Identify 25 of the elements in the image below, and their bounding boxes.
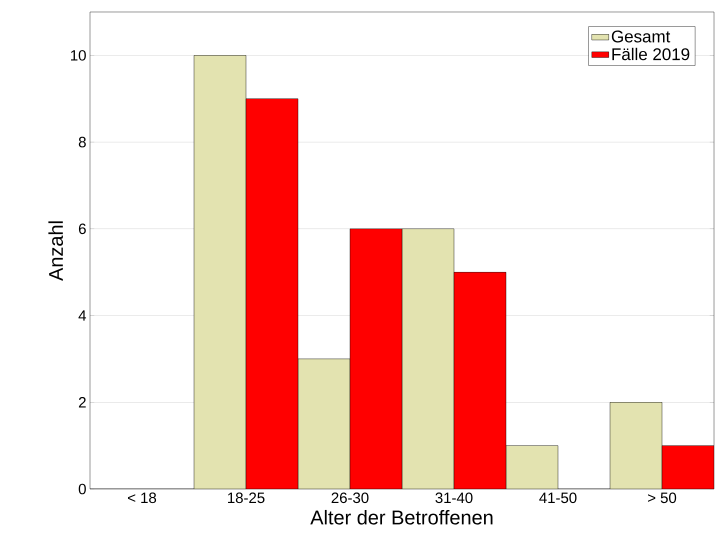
bar xyxy=(298,358,350,489)
legend-label: Gesamt xyxy=(612,30,670,42)
bar xyxy=(454,272,506,489)
bar xyxy=(194,55,246,489)
x-tick-label: 18-25 xyxy=(228,492,264,504)
y-tick-label: 8 xyxy=(78,136,86,148)
bar xyxy=(246,98,298,489)
y-tick-label: 10 xyxy=(71,50,86,61)
y-tick-label: 2 xyxy=(78,397,86,408)
bar xyxy=(610,402,662,489)
y-tick-label: 0 xyxy=(78,484,86,494)
x-tick-label: 31-40 xyxy=(435,492,473,504)
x-tick-label: < 18 xyxy=(128,492,156,504)
x-tick-label: 26-30 xyxy=(332,492,369,504)
x-tick-label: 41-50 xyxy=(539,492,577,504)
y-axis-title: Anzahl xyxy=(48,221,64,281)
y-tick-label: 6 xyxy=(78,224,86,234)
bar xyxy=(402,228,454,489)
legend-label: Fälle 2019 xyxy=(612,48,690,60)
x-axis-title: Alter der Betroffenen xyxy=(310,510,492,525)
bar xyxy=(506,446,558,489)
bar xyxy=(662,445,714,489)
y-tick-label: 4 xyxy=(78,310,86,321)
x-tick-label: > 50 xyxy=(648,492,676,504)
bar xyxy=(350,228,402,489)
